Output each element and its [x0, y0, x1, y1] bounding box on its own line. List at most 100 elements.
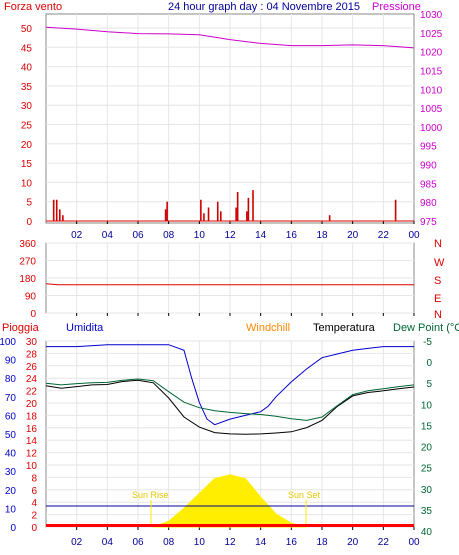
- x-tick-label: 00: [408, 230, 420, 241]
- rain-baseline: [46, 524, 414, 527]
- pressure-tick-label: 1030: [420, 10, 443, 21]
- pressure-axis-ticks: 975 980 985 990 995 1000 1005 1010 1015 1020 1025 1…: [420, 10, 443, 228]
- x-tick-label: 16: [286, 537, 298, 548]
- rain-tick-label: 20: [26, 399, 38, 410]
- humidity-tick-label: 20: [5, 486, 17, 497]
- panel1-x-ticks: 02 04 06 08 10 12 14 16 18 20 22 00: [71, 221, 420, 241]
- x-tick-label: 18: [316, 230, 328, 241]
- x-tick-label: 10: [194, 230, 206, 241]
- rain-tick-label: 26: [26, 362, 38, 373]
- compass-label: W: [434, 257, 445, 269]
- rain-tick-label: 22: [26, 387, 38, 398]
- pressure-tick-label: 1010: [420, 85, 443, 96]
- wind-tick-label: 10: [21, 178, 33, 189]
- pressure-label: Pressione: [372, 1, 421, 13]
- temperature-tick-label: 30: [421, 485, 433, 496]
- humidity-tick-label: 60: [5, 411, 17, 422]
- pressure-tick-label: 995: [420, 142, 437, 153]
- humidity-tick-label: 100: [0, 337, 16, 348]
- temperature-tick-label: 25: [421, 464, 433, 475]
- sunset-label: Sun Set: [288, 490, 321, 500]
- dewpoint-line: [45, 378, 415, 421]
- panel2-x-ticks: [76, 313, 415, 316]
- dewpoint-label: Dew Point (°C: [393, 322, 459, 334]
- temperatura-label: Temperatura: [313, 322, 376, 334]
- pressure-tick-label: 1015: [420, 66, 443, 77]
- rain-tick-label: 18: [26, 411, 38, 422]
- compass-label: E: [434, 293, 441, 305]
- pressure-tick-label: 980: [420, 198, 437, 209]
- x-tick-label: 16: [286, 230, 298, 241]
- pressure-tick-label: 1025: [420, 29, 443, 40]
- humidity-tick-label: 30: [5, 467, 17, 478]
- temperature-tick-label: 10: [421, 400, 433, 411]
- pressure-tick-label: 1005: [420, 104, 443, 115]
- temperature-tick-label: 5: [426, 379, 432, 390]
- wind-tick-label: 50: [21, 24, 33, 35]
- panel3-x-ticks: 02 04 06 08 10 12 14 16 18 20 22 00: [71, 527, 420, 548]
- rain-tick-label: 8: [31, 473, 37, 484]
- temperature-tick-label: -5: [423, 337, 432, 348]
- rain-tick-label: 12: [26, 449, 38, 460]
- humidity-axis-ticks: 0 10 20 30 40 50 60 70 80 90 100: [0, 337, 16, 534]
- rain-tick-label: 0: [31, 523, 37, 534]
- pressure-tick-label: 1020: [420, 48, 443, 59]
- rain-tick-label: 6: [31, 486, 37, 497]
- x-tick-label: 14: [255, 230, 267, 241]
- x-tick-label: 00: [408, 537, 420, 548]
- x-tick-label: 12: [224, 537, 236, 548]
- panel-wind-direction-grid: [46, 242, 414, 314]
- rain-tick-label: 10: [26, 461, 38, 472]
- rain-tick-label: 24: [26, 374, 38, 385]
- x-tick-label: 04: [102, 230, 114, 241]
- windchill-label: Windchill: [246, 322, 290, 334]
- wind-tick-label: 40: [21, 63, 33, 74]
- direction-axis-ticks: 0 90 180 270 360: [19, 239, 36, 320]
- compass-label: N: [434, 238, 442, 250]
- wind-tick-label: 5: [26, 198, 32, 209]
- x-tick-label: 02: [71, 537, 83, 548]
- wind-speed-label: Forza vento: [4, 1, 62, 13]
- wind-axis-ticks: 0 5 10 15 20 25 30 35 40 45 50: [21, 24, 33, 228]
- pioggia-label: Pioggia: [2, 322, 40, 334]
- x-tick-label: 08: [163, 230, 175, 241]
- direction-tick-label: 90: [25, 292, 37, 303]
- wind-tick-label: 35: [21, 82, 33, 93]
- rain-tick-label: 16: [26, 424, 38, 435]
- pressure-line: [45, 26, 415, 49]
- x-tick-label: 12: [224, 230, 236, 241]
- pressure-tick-label: 985: [420, 179, 437, 190]
- humidity-tick-label: 70: [5, 393, 17, 404]
- wind-tick-label: 15: [21, 159, 33, 170]
- x-tick-label: 02: [71, 230, 83, 241]
- wind-tick-label: 45: [21, 43, 33, 54]
- wind-tick-label: 20: [21, 140, 33, 151]
- sunrise-label: Sun Rise: [132, 490, 169, 500]
- x-tick-label: 20: [347, 230, 359, 241]
- direction-tick-label: 360: [19, 239, 36, 250]
- direction-tick-label: 0: [30, 309, 36, 320]
- wind-gust-bars: [52, 190, 397, 221]
- x-tick-label: 06: [132, 230, 144, 241]
- humidity-tick-label: 90: [5, 356, 17, 367]
- x-tick-label: 22: [378, 230, 390, 241]
- x-tick-label: 06: [132, 537, 144, 548]
- panel3-header: Pioggia Umidita Windchill Temperatura De…: [2, 322, 459, 334]
- rain-tick-label: 2: [31, 511, 37, 522]
- umidita-label: Umidita: [66, 322, 104, 334]
- rain-tick-label: 4: [31, 498, 37, 509]
- x-tick-label: 08: [163, 537, 175, 548]
- temperature-tick-label: 40: [421, 527, 433, 538]
- solar-radiation-area: [153, 474, 307, 528]
- compass-label: S: [434, 275, 441, 287]
- x-tick-label: 18: [316, 537, 328, 548]
- humidity-tick-label: 0: [10, 523, 16, 534]
- x-tick-label: 14: [255, 537, 267, 548]
- pressure-tick-label: 975: [420, 217, 437, 228]
- wind-tick-label: 0: [26, 217, 32, 228]
